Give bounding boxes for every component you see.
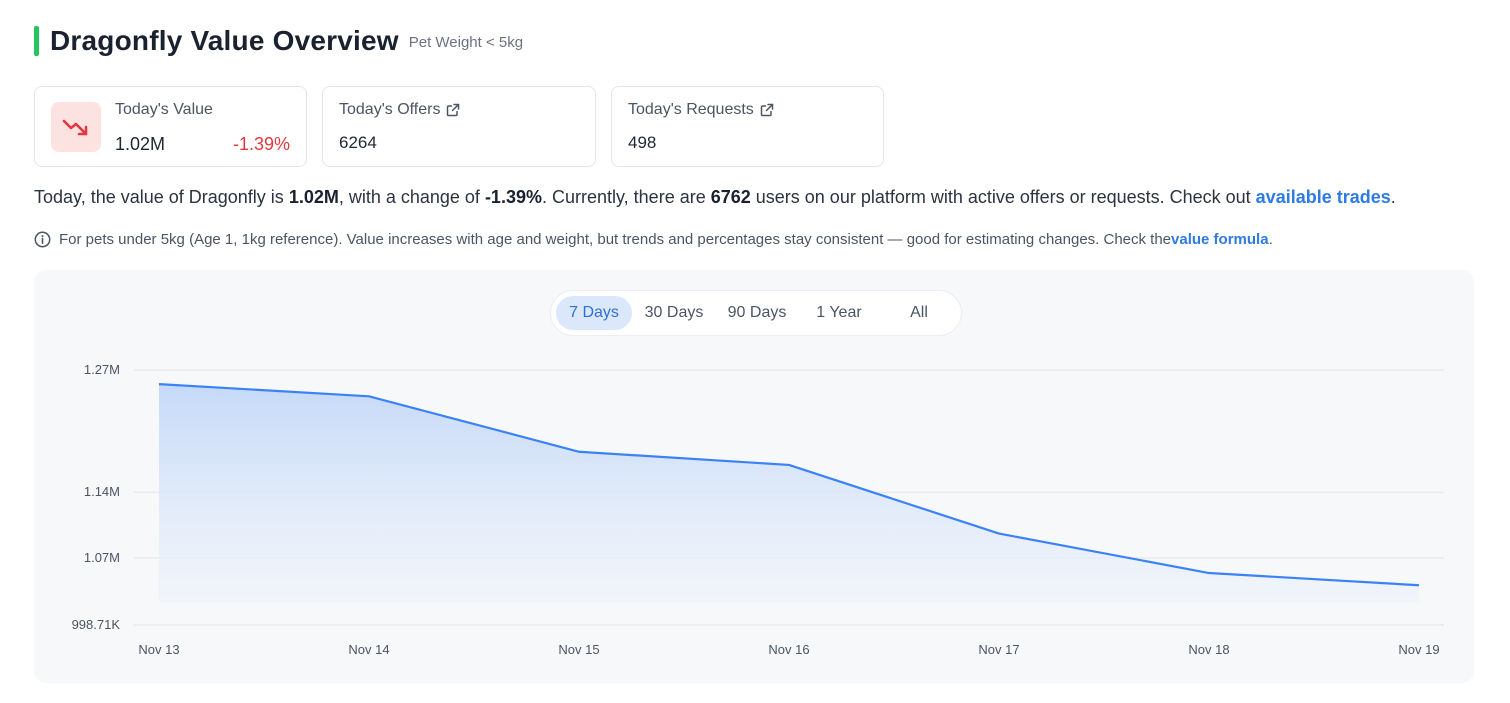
data-point[interactable] — [1417, 583, 1421, 587]
info-text: For pets under 5kg (Age 1, 1kg reference… — [59, 231, 1172, 248]
trend-down-badge — [51, 102, 101, 152]
tab-30-days[interactable]: 30 Days — [644, 304, 704, 321]
y-tick-label: 998.71K — [72, 617, 121, 632]
data-point[interactable] — [367, 394, 371, 398]
summary-change: -1.39% — [484, 187, 542, 207]
todays-requests-label: Today's Requests — [628, 101, 754, 118]
data-point[interactable] — [577, 450, 581, 454]
external-link-icon[interactable] — [760, 103, 774, 117]
todays-requests-link[interactable]: Today's Requests — [628, 101, 774, 119]
y-tick-label: 1.27M — [84, 362, 120, 377]
tab-1-year[interactable]: 1 Year — [816, 304, 862, 321]
x-tick-label: Nov 15 — [558, 642, 599, 657]
x-tick-label: Nov 19 — [1398, 642, 1439, 657]
x-tick-label: Nov 14 — [348, 642, 389, 657]
todays-offers-card: Today's Offers 6264 — [322, 86, 596, 167]
todays-requests-number: 498 — [628, 133, 657, 152]
tab-7-days[interactable]: 7 Days — [556, 296, 632, 330]
summary-text-2: , with a change of — [338, 187, 485, 207]
todays-value-change: -1.39% — [232, 134, 290, 154]
series-line — [158, 383, 1420, 587]
available-trades-link[interactable]: available trades — [1255, 187, 1391, 207]
summary-value: 1.02M — [288, 187, 339, 207]
x-tick-label: Nov 16 — [768, 642, 809, 657]
todays-offers-link[interactable]: Today's Offers — [339, 101, 460, 119]
chart-panel: 998.71K 1.07M 1.14M 1.27M Nov 13 Nov 14 Nov 15… — [34, 270, 1474, 683]
data-point[interactable] — [157, 382, 161, 386]
page-title: Dragonfly Value Overview — [50, 25, 399, 56]
data-point[interactable] — [997, 532, 1001, 536]
todays-value-card: Today's Value 1.02M -1.39% — [34, 86, 307, 167]
todays-requests-card: Today's Requests 498 — [611, 86, 884, 167]
range-tabs: 7 Days 30 Days 90 Days 1 Year All — [550, 290, 962, 336]
value-formula-link[interactable]: value formula — [1171, 231, 1269, 248]
todays-offers-label: Today's Offers — [339, 101, 441, 118]
tab-90-days[interactable]: 90 Days — [727, 304, 787, 321]
summary-text-5: . — [1390, 187, 1396, 207]
page-subtitle: Pet Weight < 5kg — [408, 33, 524, 51]
todays-value-label: Today's Value — [115, 101, 213, 119]
value-chart: 998.71K 1.07M 1.14M 1.27M Nov 13 Nov 14 Nov 15… — [72, 362, 1444, 657]
summary-users: 6762 — [710, 187, 751, 207]
data-point[interactable] — [1207, 571, 1211, 575]
page-header: Dragonfly Value Overview Pet Weight < 5k… — [34, 24, 523, 58]
todays-offers-number: 6264 — [339, 133, 377, 152]
series-area — [159, 384, 1419, 603]
todays-value-number: 1.02M — [115, 134, 166, 154]
trending-down-icon — [62, 119, 88, 136]
summary-text-3: . Currently, there are — [541, 187, 711, 207]
summary-text: Today, the value of Dragonfly is 1.02M, … — [34, 187, 1396, 208]
info-icon — [34, 231, 51, 248]
todays-value-label-text: Today's Value — [115, 101, 213, 118]
y-tick-label: 1.07M — [84, 550, 120, 565]
data-point[interactable] — [787, 463, 791, 467]
x-tick-label: Nov 13 — [138, 642, 179, 657]
info-note: For pets under 5kg (Age 1, 1kg reference… — [34, 231, 1273, 248]
summary-text-1: Today, the value of Dragonfly is — [34, 187, 289, 207]
external-link-icon[interactable] — [446, 103, 460, 117]
accent-bar — [34, 26, 39, 56]
y-tick-label: 1.14M — [84, 484, 120, 499]
summary-text-4: users on our platform with active offers… — [750, 187, 1256, 207]
x-tick-label: Nov 17 — [978, 642, 1019, 657]
x-tick-label: Nov 18 — [1188, 642, 1229, 657]
tab-all[interactable]: All — [910, 304, 928, 321]
info-end: . — [1268, 231, 1273, 248]
